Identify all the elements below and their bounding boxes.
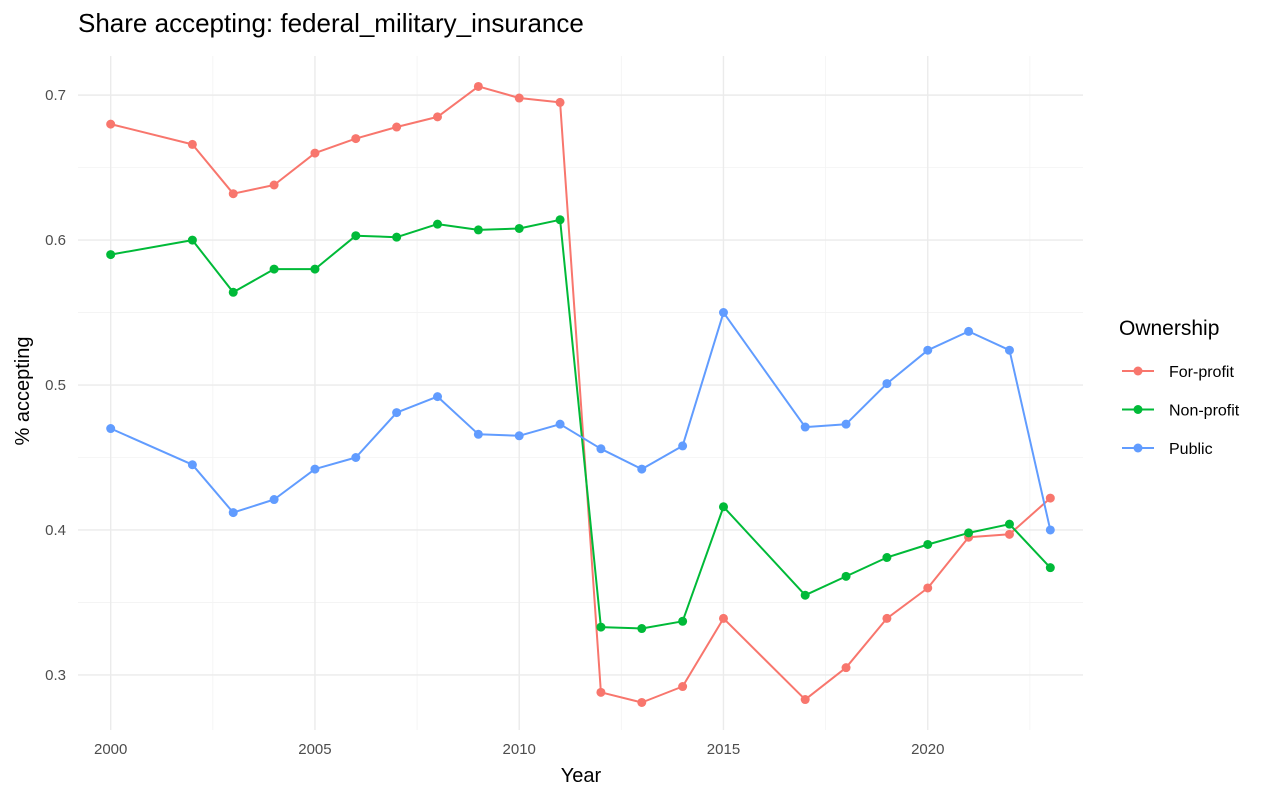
legend-label: Non-profit: [1169, 403, 1240, 420]
data-point: [882, 379, 892, 389]
x-axis-title: Year: [561, 765, 602, 787]
data-point: [596, 444, 606, 454]
series-for-profit: [106, 81, 1055, 707]
data-point: [1004, 529, 1014, 539]
data-point: [1045, 525, 1055, 535]
data-point: [800, 695, 810, 705]
data-point: [964, 528, 974, 538]
data-point: [310, 264, 320, 274]
data-point: [1004, 519, 1014, 529]
x-tick-label: 2005: [298, 741, 331, 758]
data-point: [555, 419, 565, 429]
data-point: [473, 225, 483, 235]
data-point: [637, 464, 647, 474]
data-point: [310, 464, 320, 474]
data-point: [106, 424, 116, 434]
data-point: [514, 223, 524, 233]
data-point: [433, 392, 443, 402]
data-point: [1004, 345, 1014, 355]
data-point: [678, 616, 688, 626]
y-tick-label: 0.6: [45, 232, 66, 249]
y-tick-label: 0.5: [45, 377, 66, 394]
data-point: [555, 215, 565, 225]
legend-items: For-profit Non-profit Public: [1122, 364, 1240, 458]
y-tick-label: 0.4: [45, 522, 66, 539]
data-point: [473, 81, 483, 91]
data-point: [596, 687, 606, 697]
data-point: [1045, 493, 1055, 503]
series-layer: [106, 81, 1055, 707]
data-point: [923, 583, 933, 593]
series-line: [110, 218, 1052, 630]
legend-key-point: [1133, 405, 1143, 414]
series-non-profit: [106, 215, 1055, 634]
data-point: [351, 134, 361, 144]
data-point: [473, 429, 483, 439]
data-point: [269, 180, 279, 190]
x-tick-label: 2020: [911, 741, 944, 758]
data-point: [964, 326, 974, 336]
data-point: [841, 419, 851, 429]
data-point: [841, 571, 851, 581]
data-point: [187, 235, 197, 245]
series-line: [110, 85, 1051, 704]
legend-label: Public: [1169, 441, 1213, 458]
data-point: [596, 622, 606, 632]
data-point: [882, 613, 892, 623]
data-point: [351, 231, 361, 241]
data-point: [678, 682, 688, 692]
legend-label: For-profit: [1169, 364, 1234, 381]
data-point: [637, 697, 647, 707]
data-point: [392, 122, 402, 132]
data-point: [187, 139, 197, 149]
data-point: [800, 590, 810, 600]
series-line: [110, 311, 1052, 531]
data-point: [678, 441, 688, 451]
y-axis-ticks: 0.3 0.4 0.5 0.6 0.7: [45, 87, 66, 684]
data-point: [637, 624, 647, 634]
legend-key-point: [1133, 366, 1143, 376]
data-point: [106, 119, 116, 129]
data-point: [228, 189, 238, 199]
x-axis-ticks: 2000 2005 2010 2015 2020: [94, 741, 944, 758]
data-point: [514, 93, 524, 103]
data-point: [187, 460, 197, 470]
data-point: [392, 232, 402, 242]
x-tick-label: 2000: [94, 741, 127, 758]
data-point: [555, 97, 565, 107]
data-point: [718, 502, 728, 512]
legend-title: Ownership: [1119, 317, 1219, 340]
data-point: [228, 287, 238, 297]
data-point: [923, 539, 933, 549]
data-point: [106, 250, 116, 260]
x-tick-label: 2015: [707, 741, 740, 758]
chart-title: Share accepting: federal_military_insura…: [78, 8, 584, 38]
x-tick-label: 2010: [503, 741, 536, 758]
data-point: [841, 663, 851, 673]
data-point: [351, 453, 361, 463]
data-point: [228, 508, 238, 518]
y-tick-label: 0.7: [45, 87, 66, 104]
series-public: [106, 308, 1055, 535]
legend: Ownership For-profit Non-profit Public: [1119, 317, 1240, 458]
y-tick-label: 0.3: [45, 667, 66, 684]
data-point: [514, 431, 524, 441]
data-point: [923, 345, 933, 355]
data-point: [269, 495, 279, 505]
data-point: [800, 422, 810, 432]
data-point: [433, 219, 443, 229]
data-point: [433, 112, 443, 122]
legend-key-point: [1133, 443, 1143, 453]
data-point: [392, 408, 402, 418]
data-point: [269, 264, 279, 274]
data-point: [882, 553, 892, 563]
data-point: [718, 308, 728, 318]
y-axis-title: % accepting: [12, 337, 34, 446]
data-point: [310, 148, 320, 158]
data-point: [718, 613, 728, 623]
data-point: [1045, 563, 1055, 573]
